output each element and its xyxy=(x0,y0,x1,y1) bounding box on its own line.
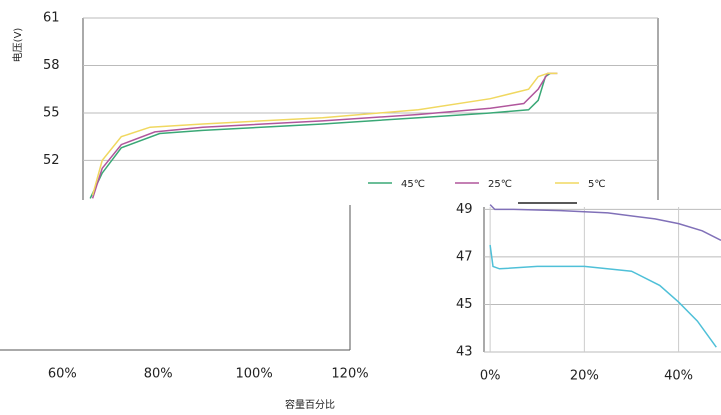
line-series xyxy=(91,72,558,196)
y-tick-label: 58 xyxy=(43,58,60,73)
x-axis-label: 容量百分比 xyxy=(285,398,335,411)
line-series xyxy=(489,244,717,348)
y-axis-label: 电压(V) xyxy=(11,28,24,63)
y-tick-label: 43 xyxy=(456,345,473,360)
y-tick-label: 49 xyxy=(456,202,473,217)
y-tick-label: 55 xyxy=(43,105,60,120)
x-tick-label: 120% xyxy=(331,367,368,382)
y-tick-label: 45 xyxy=(456,297,473,312)
x-tick-label: 0% xyxy=(480,369,501,384)
legend-label: 25℃ xyxy=(488,179,512,190)
x-tick-label: 20% xyxy=(570,369,599,384)
legend-label: 45℃ xyxy=(401,179,425,190)
line-series xyxy=(91,72,558,199)
x-tick-label: 60% xyxy=(48,367,77,382)
x-tick-label: 40% xyxy=(664,369,693,384)
y-tick-label: 47 xyxy=(456,249,473,264)
legend-label: 5℃ xyxy=(588,179,606,190)
x-tick-label: 80% xyxy=(144,367,173,382)
x-tick-label: 100% xyxy=(236,367,273,382)
line-series xyxy=(489,204,721,241)
y-tick-label: 52 xyxy=(43,153,60,168)
line-series xyxy=(89,72,551,199)
y-tick-label: 61 xyxy=(43,11,60,26)
